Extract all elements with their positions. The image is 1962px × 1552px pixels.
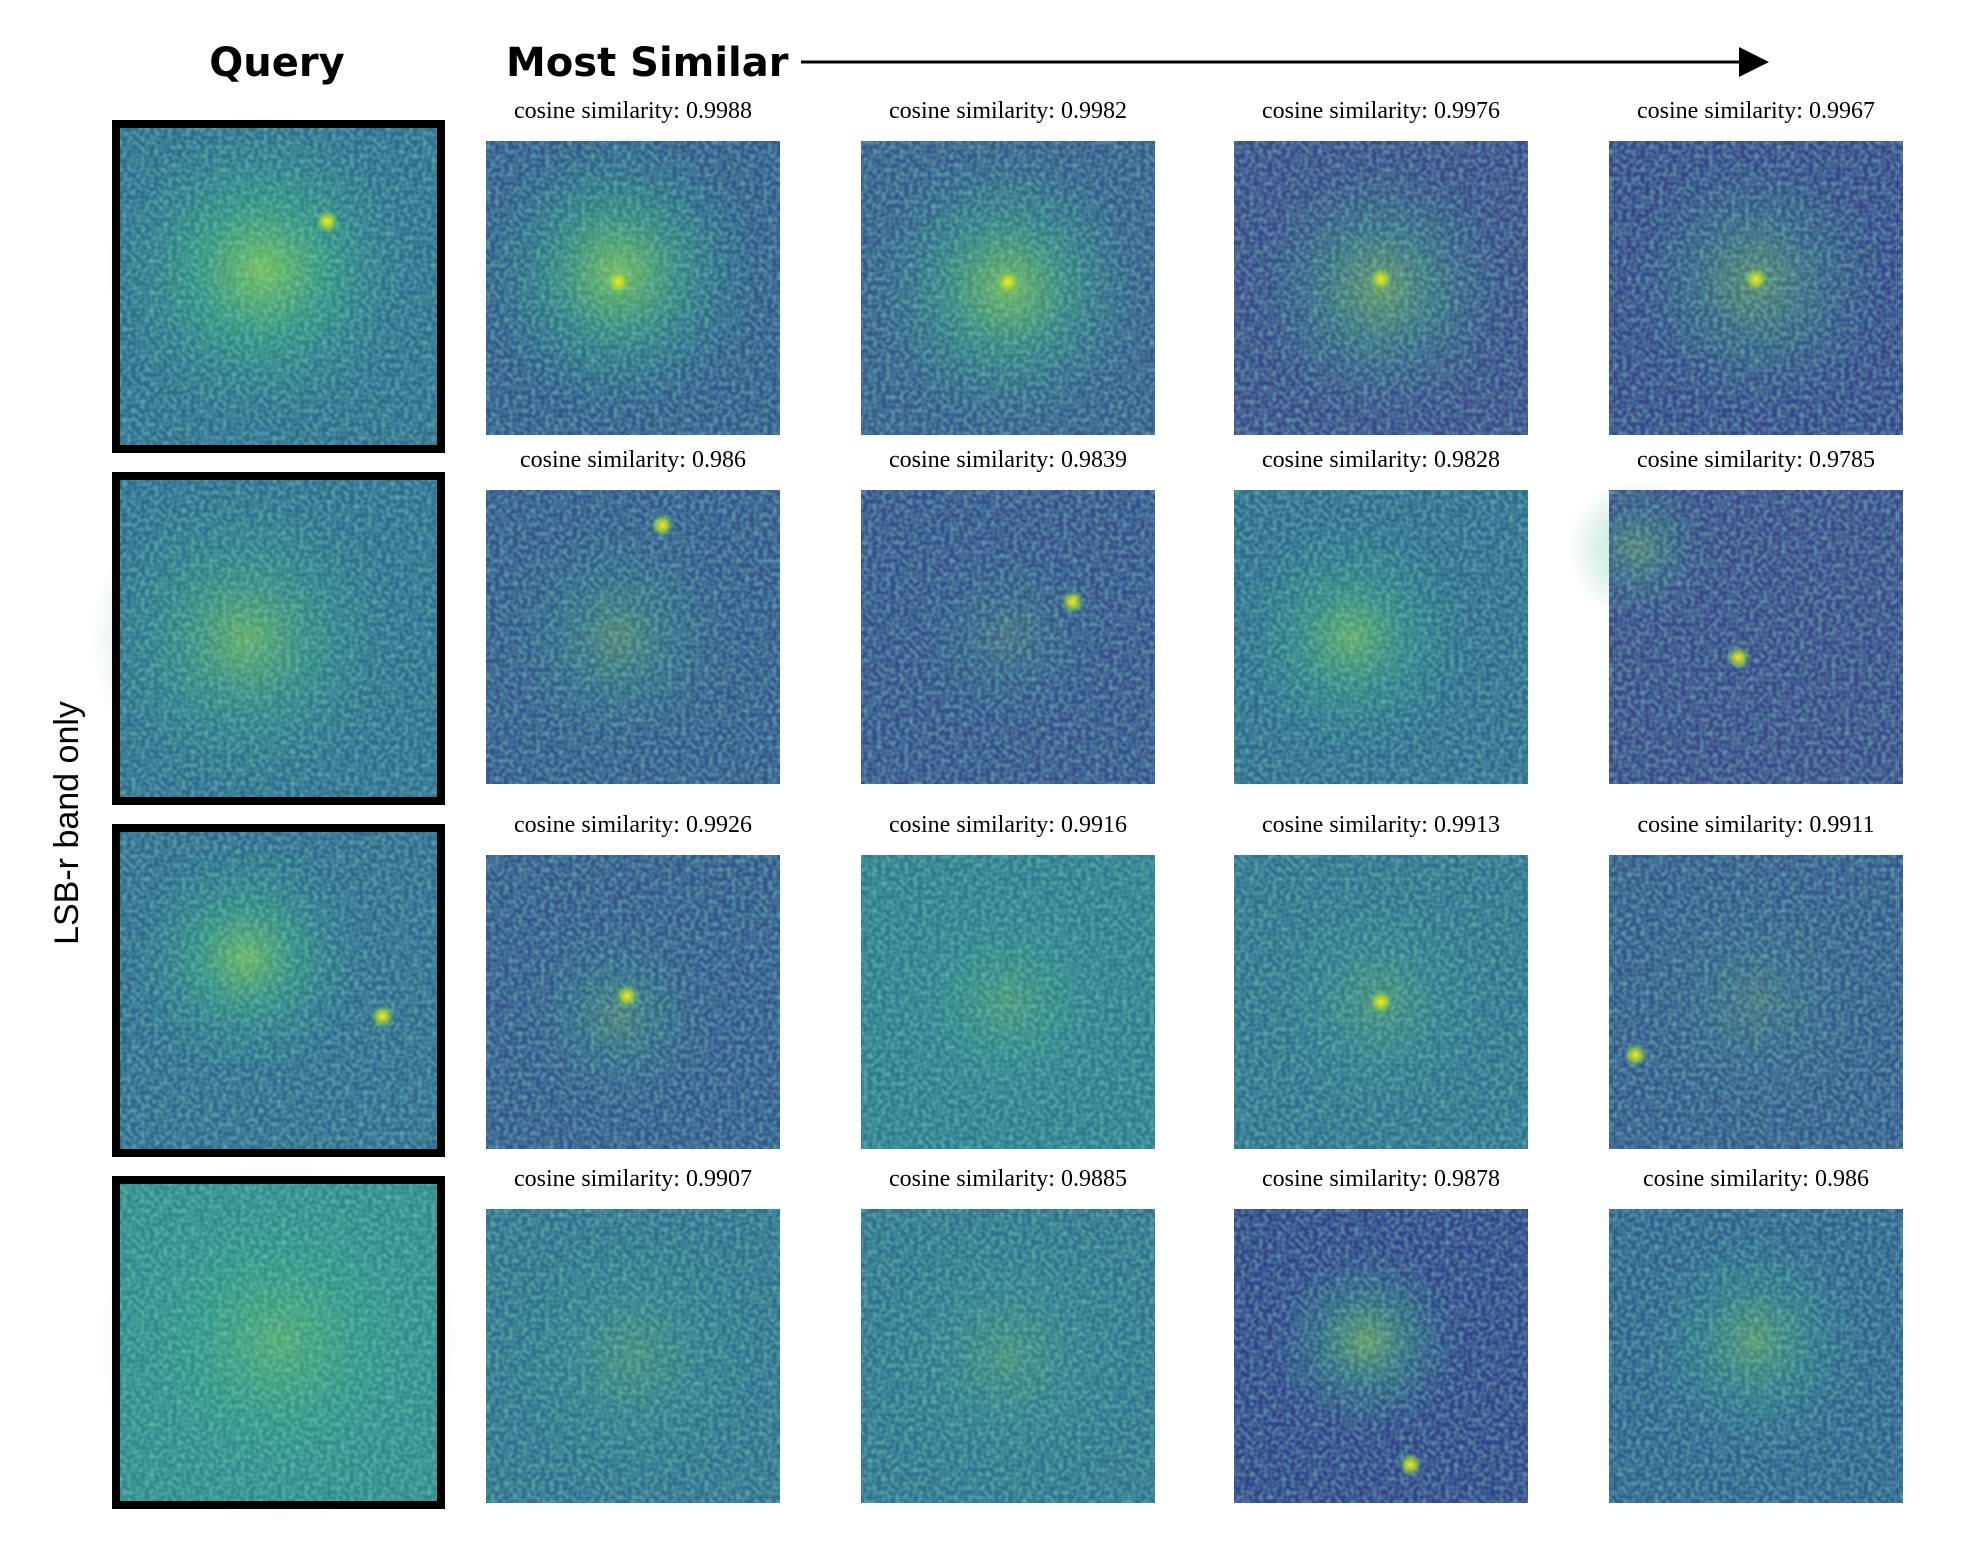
similarity-caption: cosine similarity: 0.9885 (889, 1166, 1127, 1192)
similar-image (1234, 141, 1528, 435)
similar-image (1567, 478, 1903, 784)
similar-image (861, 490, 1155, 784)
side-label: LSB-r band only (48, 701, 86, 945)
similarity-caption: cosine similarity: 0.9967 (1637, 98, 1875, 124)
image-source (315, 209, 340, 234)
similar-image (1234, 855, 1528, 1149)
similarity-caption: cosine similarity: 0.9911 (1637, 812, 1874, 838)
image-noise (116, 828, 441, 1153)
image-source (370, 1004, 395, 1029)
similar-image (1234, 490, 1528, 784)
image-source (650, 513, 675, 538)
image-noise (861, 855, 1155, 1149)
similarity-caption: cosine similarity: 0.9913 (1262, 812, 1500, 838)
image-noise (1609, 855, 1903, 1149)
image-noise (486, 141, 780, 435)
similar-image (486, 490, 780, 784)
similarity-caption: cosine similarity: 0.9907 (514, 1166, 752, 1192)
image-frame (112, 120, 445, 453)
similar-image (1609, 141, 1903, 435)
query-image (106, 114, 445, 453)
image-frame (112, 472, 445, 805)
most-similar-heading: Most Similar (506, 40, 789, 86)
image-noise (1609, 1209, 1903, 1503)
image-source (1744, 267, 1768, 292)
similarity-caption: cosine similarity: 0.9988 (514, 98, 752, 124)
image-noise (1234, 1209, 1528, 1503)
image-noise (116, 1180, 441, 1505)
similar-image (1609, 855, 1903, 1149)
image-source (996, 270, 1020, 295)
image-source (1369, 267, 1393, 292)
query-image (112, 824, 445, 1157)
image-noise (486, 1209, 780, 1503)
similar-image (861, 855, 1155, 1149)
similarity-caption: cosine similarity: 0.9982 (889, 98, 1127, 124)
query-heading: Query (209, 40, 344, 86)
image-noise (116, 124, 441, 449)
similar-image (1609, 1209, 1903, 1503)
image-frame (112, 824, 445, 1157)
image-source (1623, 1042, 1648, 1067)
image-frame (112, 1176, 445, 1509)
similar-image (486, 855, 780, 1149)
similar-image (861, 1209, 1155, 1503)
similarity-caption: cosine similarity: 0.9828 (1262, 447, 1500, 473)
image-noise (861, 490, 1155, 784)
image-noise (1234, 490, 1528, 784)
query-image (96, 1160, 461, 1525)
image-source (1398, 1452, 1423, 1477)
image-noise (116, 476, 441, 801)
similar-image (1234, 1209, 1528, 1503)
query-image (90, 472, 445, 805)
similar-image (861, 141, 1155, 435)
similarity-caption: cosine similarity: 0.9785 (1637, 447, 1875, 473)
image-noise (1609, 490, 1903, 784)
image-source (615, 984, 640, 1009)
similarity-caption: cosine similarity: 0.9916 (889, 812, 1127, 838)
image-noise (486, 490, 780, 784)
similarity-caption: cosine similarity: 0.9878 (1262, 1166, 1500, 1192)
similar-image (486, 1209, 780, 1503)
similarity-caption: cosine similarity: 0.986 (520, 447, 746, 473)
image-noise (861, 1209, 1155, 1503)
similarity-caption: cosine similarity: 0.986 (1643, 1166, 1869, 1192)
similarity-caption: cosine similarity: 0.9926 (514, 812, 752, 838)
similarity-caption: cosine similarity: 0.9976 (1262, 98, 1500, 124)
image-source (606, 270, 631, 295)
image-source (1369, 990, 1393, 1014)
similarity-caption: cosine similarity: 0.9839 (889, 447, 1127, 473)
image-source (1726, 645, 1751, 670)
similar-image (477, 132, 780, 435)
image-source (1060, 589, 1085, 614)
